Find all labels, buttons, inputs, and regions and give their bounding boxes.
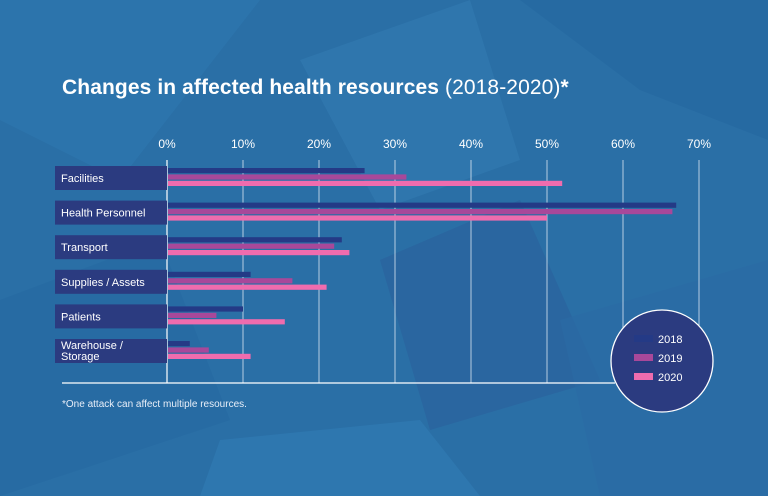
legend-swatch-2020 [634, 373, 653, 380]
chart-title-years: (2018-2020) [445, 76, 561, 99]
category-label: Supplies / Assets [61, 277, 145, 289]
bar-2018-transport [168, 237, 342, 243]
x-tick-label: 10% [231, 137, 255, 151]
legend-swatch-2018 [634, 335, 653, 342]
category-label: Warehouse / [61, 340, 124, 352]
x-tick-label: 70% [687, 137, 711, 151]
category-label-box [55, 339, 167, 363]
bar-2019-health-personnel [168, 209, 673, 215]
bar-2020-supplies-assets [168, 284, 327, 290]
chart-title-asterisk: * [560, 76, 569, 99]
category-label: Patients [61, 311, 101, 323]
bar-2019-transport [168, 243, 335, 249]
category-label: Transport [61, 242, 108, 254]
x-tick-label: 0% [158, 137, 176, 151]
category-label-box [55, 304, 167, 329]
category-label-box [55, 166, 167, 190]
bar-2020-health-personnel [168, 215, 547, 221]
bar-2019-warehouse-storage [168, 347, 209, 353]
x-tick-label: 20% [307, 137, 331, 151]
bar-2020-patients [168, 319, 285, 325]
bar-2018-warehouse-storage [168, 341, 190, 347]
bar-2020-warehouse-storage [168, 353, 251, 359]
bar-2018-health-personnel [168, 202, 677, 208]
x-tick-label: 40% [459, 137, 483, 151]
bar-2018-supplies-assets [168, 271, 251, 277]
category-label: Storage [61, 351, 100, 363]
category-label-box [55, 200, 167, 225]
x-tick-label: 50% [535, 137, 559, 151]
bar-2020-transport [168, 250, 350, 256]
chart-title: Changes in affected health resources (20… [62, 76, 569, 100]
bar-2019-facilities [168, 174, 407, 180]
legend-label-2020: 2020 [658, 372, 682, 384]
bar-2018-patients [168, 306, 243, 312]
category-label-box [55, 235, 167, 260]
bar-2019-supplies-assets [168, 278, 293, 284]
category-label-box [55, 269, 167, 294]
legend-label-2018: 2018 [658, 334, 682, 346]
legend-label-2019: 2019 [658, 353, 682, 365]
bar-2019-patients [168, 312, 217, 318]
bar-2018-facilities [168, 168, 365, 174]
bar-2020-facilities [168, 180, 563, 186]
x-tick-label: 30% [383, 137, 407, 151]
legend-swatch-2019 [634, 354, 653, 361]
chart-title-main: Changes in affected health resources [62, 76, 440, 99]
chart-footnote: *One attack can affect multiple resource… [62, 399, 247, 410]
category-label: Health Personnel [61, 208, 145, 220]
x-tick-label: 60% [611, 137, 635, 151]
category-label: Facilities [61, 173, 104, 185]
